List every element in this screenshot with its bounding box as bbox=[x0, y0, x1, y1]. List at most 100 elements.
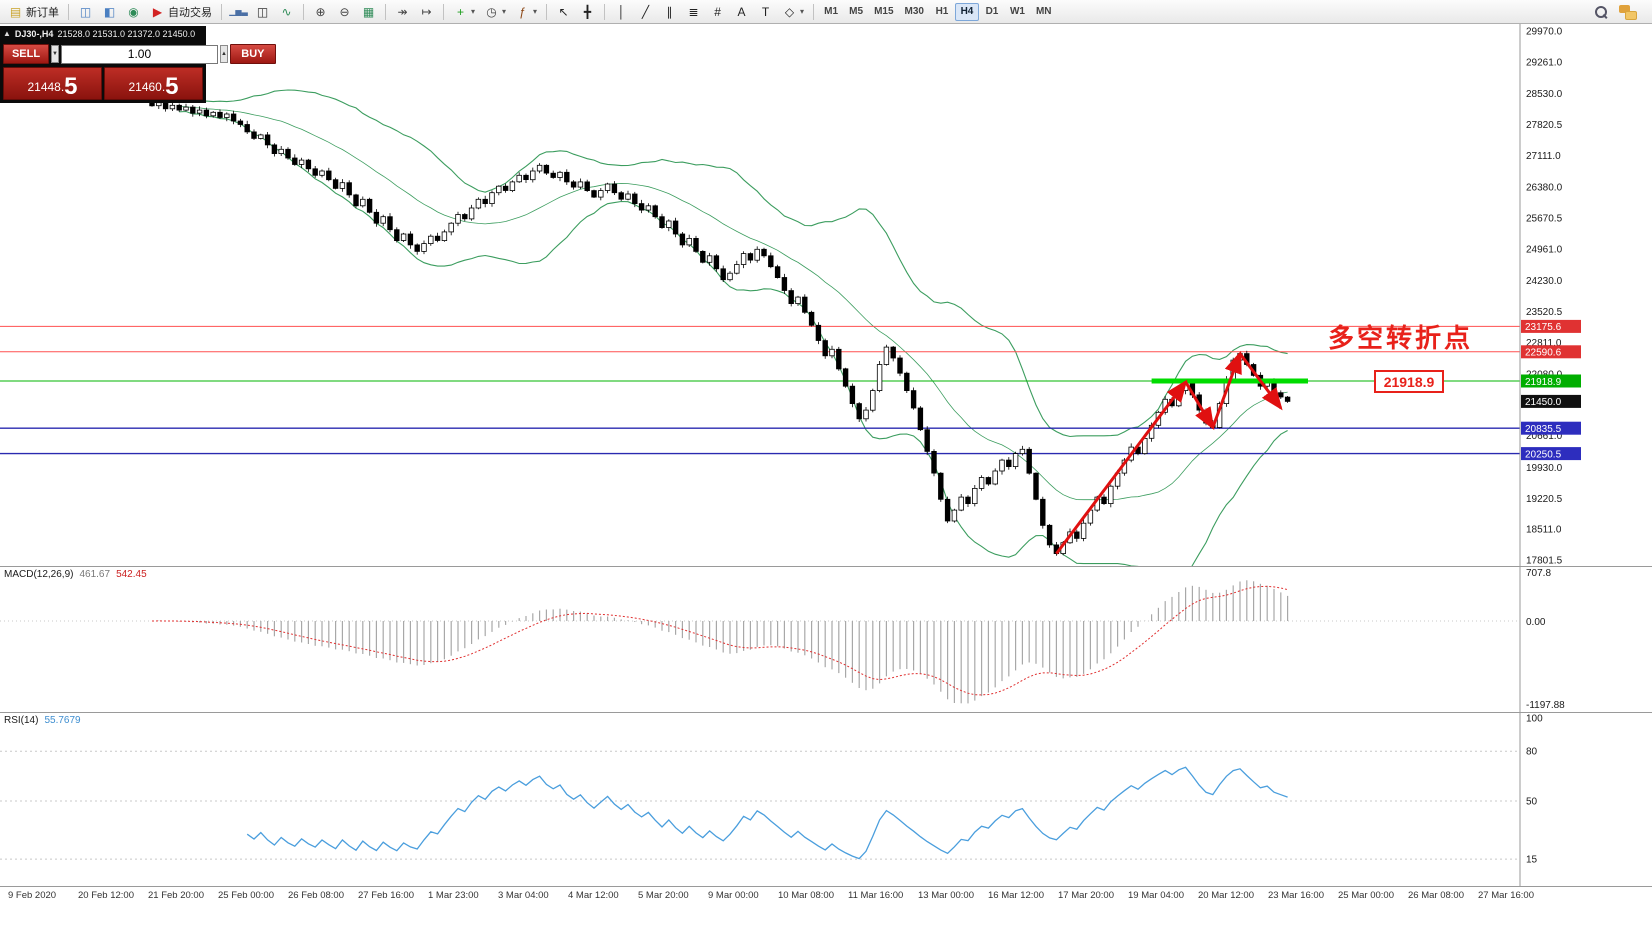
macd-signal-value: 542.45 bbox=[116, 569, 147, 580]
timeframe-w1-button[interactable]: W1 bbox=[1005, 3, 1030, 21]
trendline-tool-button[interactable]: ╱ bbox=[634, 2, 657, 22]
toolbar-group: ◫ ◧ ◉ ▶ 自动交易 bbox=[74, 2, 216, 22]
candle-body bbox=[251, 131, 257, 139]
timeframe-m5-button[interactable]: M5 bbox=[844, 3, 868, 21]
zoom-in-button[interactable]: ⊕ bbox=[309, 2, 332, 22]
timeframe-m15-button[interactable]: M15 bbox=[869, 3, 898, 21]
dropdown-caret-icon: ▾ bbox=[533, 7, 538, 16]
data-window-button[interactable]: ◧ bbox=[98, 2, 121, 22]
time-axis[interactable]: 9 Feb 2020 20 Feb 12:00 21 Feb 20:00 25 Feb… bbox=[0, 887, 1652, 905]
time-axis-label: 25 Mar 00:00 bbox=[1338, 890, 1394, 901]
timeframe-mn-button[interactable]: MN bbox=[1031, 3, 1057, 21]
line-chart-mode-button[interactable]: ∿ bbox=[275, 2, 298, 22]
time-axis-label: 5 Mar 20:00 bbox=[638, 890, 689, 901]
chart-period-button[interactable]: ◷ ▾ bbox=[480, 2, 510, 22]
new-order-button[interactable]: ▤ 新订单 bbox=[4, 2, 63, 22]
pane-splitter[interactable] bbox=[0, 886, 1652, 887]
candle-body bbox=[489, 192, 495, 204]
collapse-icon[interactable]: ▲ bbox=[3, 29, 11, 38]
level-price-label[interactable]: 21918.9 bbox=[1374, 370, 1444, 393]
candle-body bbox=[693, 237, 699, 252]
candle-body bbox=[972, 487, 978, 504]
chart-symbol-title: DJ30-,H4 bbox=[14, 28, 54, 39]
auto-scroll-button[interactable]: ↠ bbox=[391, 2, 414, 22]
market-watch-button[interactable]: ◫ bbox=[74, 2, 97, 22]
macd-axis-label: -1197.88 bbox=[1526, 700, 1565, 711]
zoom-out-button[interactable]: ⊖ bbox=[333, 2, 356, 22]
shapes-tool-button[interactable]: ◇ ▾ bbox=[778, 2, 808, 22]
channel-tool-button[interactable]: ∥ bbox=[658, 2, 681, 22]
trend-arrow[interactable] bbox=[1055, 379, 1188, 555]
fibonacci-tool-button[interactable]: ≣ bbox=[682, 2, 705, 22]
candle-body bbox=[829, 348, 835, 357]
candle-body bbox=[448, 222, 454, 233]
candle-body bbox=[217, 111, 223, 118]
candle-body bbox=[326, 170, 332, 181]
candle-body bbox=[720, 268, 726, 281]
new-chart-icon: + bbox=[456, 4, 464, 19]
candle-body bbox=[870, 390, 876, 411]
candle-body bbox=[156, 102, 162, 107]
bar-chart-mode-button[interactable]: ▁▅▃ bbox=[227, 2, 250, 22]
dropdown-caret-icon: ▾ bbox=[471, 7, 476, 16]
toolbar-separator bbox=[68, 3, 69, 20]
time-axis-label: 9 Mar 00:00 bbox=[708, 890, 759, 901]
navigator-button[interactable]: ◉ bbox=[122, 2, 145, 22]
time-axis-label: 13 Mar 00:00 bbox=[918, 890, 974, 901]
price-axis-label: 23520.5 bbox=[1526, 307, 1563, 318]
pane-splitter[interactable] bbox=[0, 566, 1652, 567]
main-price-chart[interactable]: 29970.0 29261.0 28530.0 27820.5 27111.0 26380… bbox=[0, 24, 1652, 566]
zoom-in-icon: ⊕ bbox=[315, 4, 326, 19]
candle-body bbox=[591, 190, 597, 198]
timeframe-h1-button[interactable]: H1 bbox=[930, 3, 954, 21]
candlestick-mode-button[interactable]: ◫ bbox=[251, 2, 274, 22]
new-chart-button[interactable]: + ▾ bbox=[449, 2, 479, 22]
chart-shift-button[interactable]: ↦ bbox=[415, 2, 438, 22]
tile-windows-button[interactable]: ▦ bbox=[357, 2, 380, 22]
sell-price-button[interactable]: 21448. 5 bbox=[3, 67, 102, 100]
macd-indicator-pane[interactable]: 707.8 0.00 -1197.88 bbox=[0, 567, 1652, 712]
trend-arrow[interactable] bbox=[1211, 350, 1242, 429]
auto-trading-button[interactable]: ▶ 自动交易 bbox=[146, 2, 216, 22]
text-label-tool-button[interactable]: T bbox=[754, 2, 777, 22]
buy-button[interactable]: BUY bbox=[229, 44, 276, 64]
text-tool-button[interactable]: A bbox=[730, 2, 753, 22]
grid-tool-button[interactable]: # bbox=[706, 2, 729, 22]
candle-body bbox=[802, 296, 808, 313]
pane-splitter[interactable] bbox=[0, 712, 1652, 713]
candle-body bbox=[271, 144, 278, 155]
price-axis-label: 18511.0 bbox=[1526, 525, 1562, 536]
search-icon[interactable] bbox=[1593, 4, 1609, 20]
candle-body bbox=[278, 148, 284, 155]
cursor-button[interactable]: ↖ bbox=[552, 2, 575, 22]
candle-body bbox=[557, 171, 563, 178]
candle-body bbox=[400, 233, 407, 241]
crosshair-button[interactable]: ╋ bbox=[576, 2, 599, 22]
volume-input[interactable] bbox=[60, 44, 218, 64]
auto-scroll-icon: ↠ bbox=[397, 4, 408, 19]
candle-body bbox=[475, 198, 482, 209]
timeframe-d1-button[interactable]: D1 bbox=[980, 3, 1004, 21]
timeframe-m30-button[interactable]: M30 bbox=[900, 3, 929, 21]
candle-body bbox=[1019, 448, 1026, 454]
buy-price-button[interactable]: 21460. 5 bbox=[104, 67, 203, 100]
sell-button[interactable]: SELL bbox=[3, 44, 49, 64]
vertical-line-tool-button[interactable]: │ bbox=[610, 2, 633, 22]
timeframe-h4-button[interactable]: H4 bbox=[954, 2, 979, 21]
crosshair-icon: ╋ bbox=[583, 4, 592, 19]
buy-price-pips: 5 bbox=[165, 72, 179, 100]
candle-body bbox=[659, 216, 665, 228]
indicators-list-button[interactable]: ƒ ▾ bbox=[511, 2, 541, 22]
volume-increase-button[interactable]: ▲ bbox=[219, 45, 228, 63]
rsi-indicator-pane[interactable]: 100 80 50 15 bbox=[0, 713, 1652, 886]
chat-icon[interactable] bbox=[1619, 4, 1637, 20]
candle-body bbox=[815, 324, 822, 341]
toolbar-right bbox=[1593, 4, 1637, 20]
trend-arrow[interactable] bbox=[1184, 381, 1215, 431]
volume-decrease-button[interactable]: ▼ bbox=[51, 45, 59, 63]
turning-point-annotation[interactable]: 多空转折点 bbox=[1328, 323, 1474, 353]
market-watch-icon: ◫ bbox=[79, 4, 92, 19]
candle-body bbox=[312, 168, 318, 176]
trend-arrow[interactable] bbox=[1238, 352, 1283, 411]
timeframe-m1-button[interactable]: M1 bbox=[819, 3, 843, 21]
